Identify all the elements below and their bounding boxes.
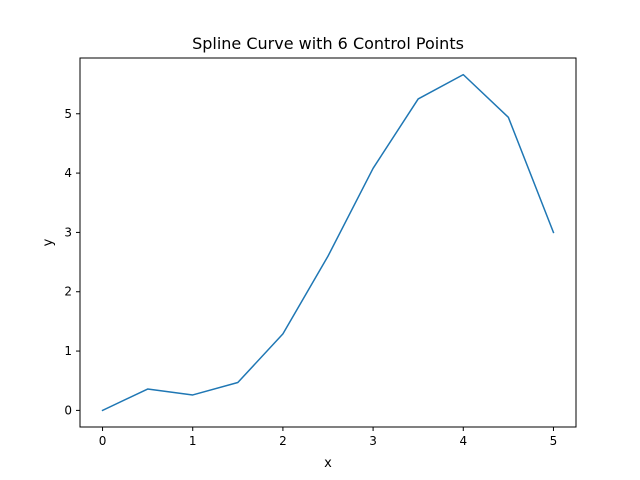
- x-tick-label: 5: [550, 434, 558, 448]
- chart-title: Spline Curve with 6 Control Points: [192, 34, 464, 53]
- y-tick-label: 5: [64, 107, 72, 121]
- plot-layer: [101, 73, 555, 412]
- y-tick-label: 3: [64, 225, 72, 239]
- x-tick-label: 2: [279, 434, 287, 448]
- x-tick-label: 4: [459, 434, 467, 448]
- y-tick-label: 2: [64, 285, 72, 299]
- series-line: [101, 73, 555, 412]
- y-tick-label: 0: [64, 403, 72, 417]
- x-tick-label: 0: [99, 434, 107, 448]
- y-tick-label: 1: [64, 344, 72, 358]
- x-tick-label: 1: [189, 434, 197, 448]
- ticks-layer: 0 1 2 3 4 5 0 1 2 3 4 5: [64, 107, 557, 448]
- plot-frame: [79, 57, 577, 428]
- x-tick-label: 3: [369, 434, 377, 448]
- y-tick-label: 4: [64, 166, 72, 180]
- y-axis-label: y: [41, 238, 56, 246]
- x-axis-label: x: [324, 456, 332, 471]
